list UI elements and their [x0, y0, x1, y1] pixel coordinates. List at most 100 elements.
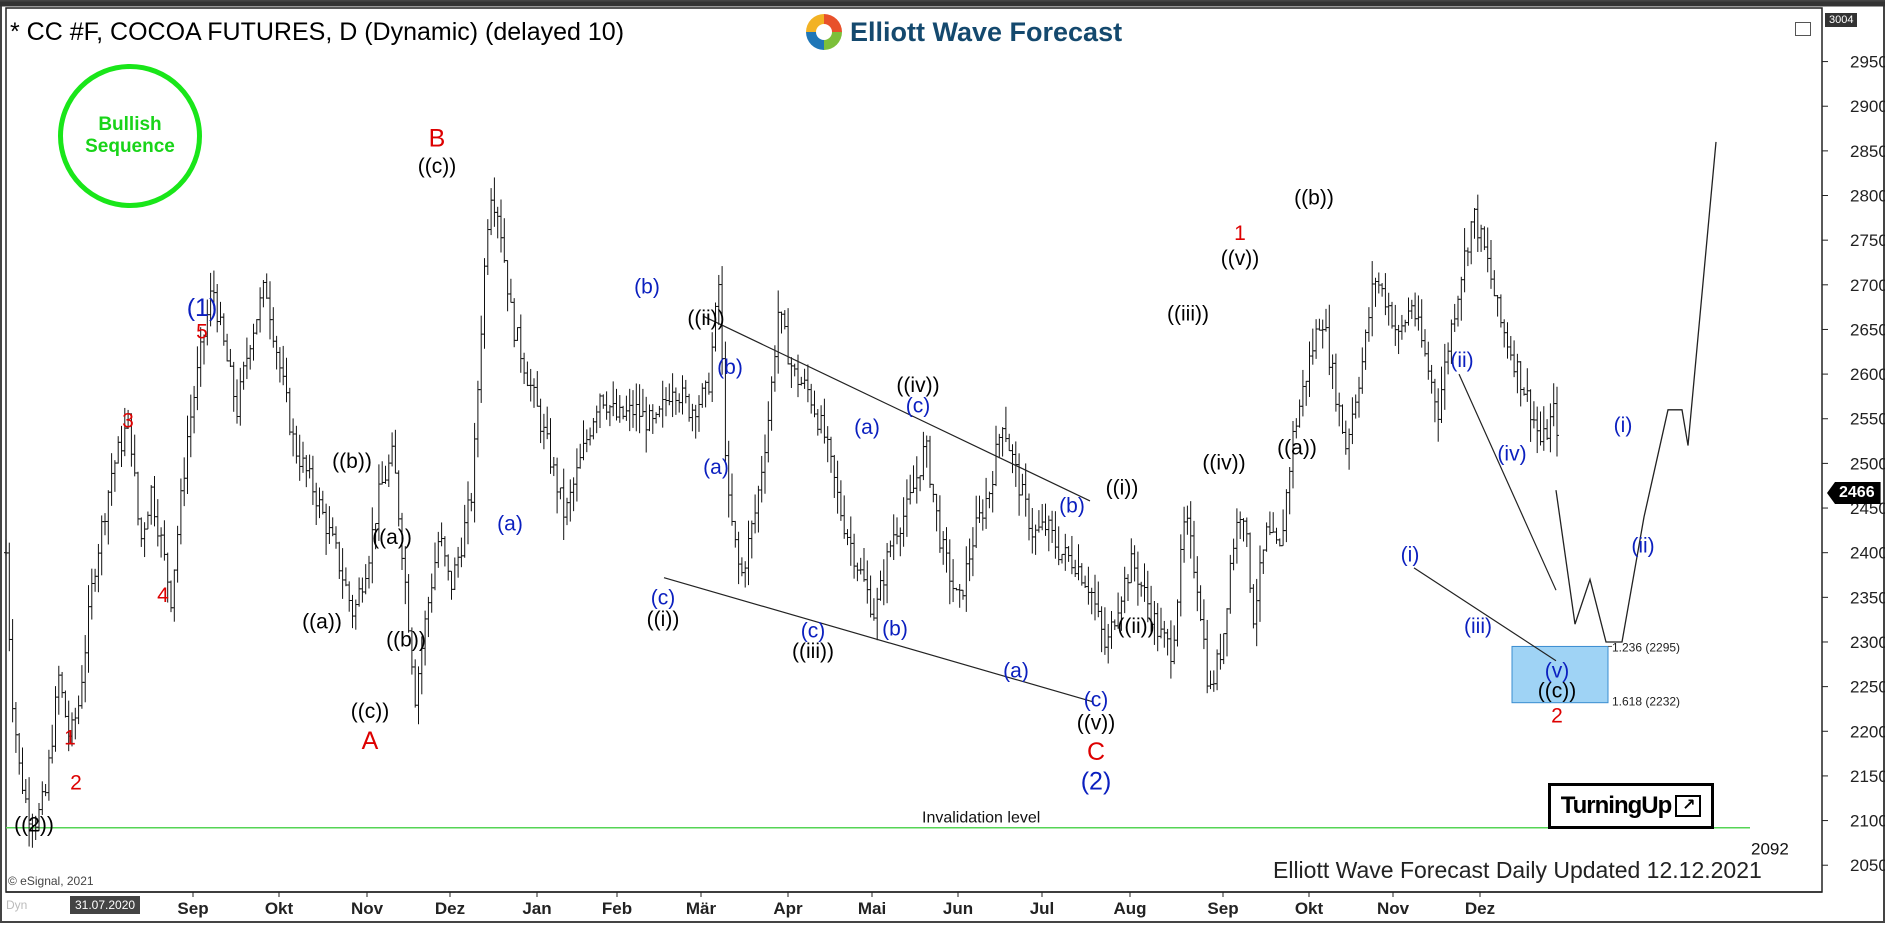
wave-label: ((b)) [332, 450, 372, 473]
arrow-up-right-icon: ↗ [1675, 795, 1702, 817]
wave-label: (c) [1084, 688, 1109, 711]
y-tick-label: 2500 [1850, 454, 1885, 473]
wave-label: (c) [906, 394, 931, 417]
y-tick-label: 2750 [1850, 231, 1885, 250]
brand-name: Elliott Wave Forecast [850, 16, 1123, 47]
wave-label: ((c)) [351, 700, 389, 723]
x-tick-label: Nov [1377, 899, 1410, 918]
x-tick-label: Dez [1465, 899, 1495, 918]
chart-title: * CC #F, COCOA FUTURES, D (Dynamic) (del… [10, 18, 625, 46]
wave-labels: ((2)) 1 2 3 4 (1)5 ((a)) ((b)) ((a)) ((b)) ((c)) A B… [14, 124, 1654, 836]
wave-label: B [429, 124, 446, 152]
wave-label: ((b)) [1294, 186, 1334, 209]
y-tick-label: 2950 [1850, 53, 1885, 72]
y-tick-label: 2250 [1850, 678, 1885, 697]
x-tick-label: Dez [435, 899, 465, 918]
y-tick-label: 2400 [1850, 544, 1885, 563]
footer-updated: Elliott Wave Forecast Daily Updated 12.1… [1273, 857, 1762, 883]
y-tick-label: 2850 [1850, 142, 1885, 161]
wave-label: ((i)) [647, 608, 680, 631]
wave-label: C [1087, 738, 1105, 766]
invalidation-line: Invalidation level 2092 [6, 810, 1789, 859]
wave-label: ((c)) [418, 155, 456, 178]
projection-path [1555, 141, 1717, 643]
y-tick-label: 2300 [1850, 633, 1885, 652]
invalidation-label: Invalidation level [922, 810, 1040, 827]
wave-label: (ii) [1450, 349, 1473, 372]
wave-label: ((v)) [1221, 247, 1259, 270]
y-tick-label: 2700 [1850, 276, 1885, 295]
x-tick-label: Jan [522, 899, 551, 918]
wave-label: ((v)) [1077, 711, 1115, 734]
start-date-box: 31.07.2020 [70, 896, 141, 914]
wave-label: (a) [854, 416, 880, 439]
y-tick-label: 2650 [1850, 320, 1885, 339]
wave-label: ((ii)) [1117, 615, 1154, 638]
wave-label: (iii) [1464, 615, 1492, 638]
x-tick-label: Sep [1207, 899, 1238, 918]
wave-label: ((a)) [372, 526, 412, 549]
wave-logo-icon [806, 14, 842, 50]
x-tick-label: Sep [177, 899, 208, 918]
trendline [663, 577, 1094, 703]
y-tick-label: 2550 [1850, 410, 1885, 429]
wave-label: (v) [1545, 660, 1570, 683]
wave-label: 2 [70, 771, 82, 794]
wave-label: ((iii)) [792, 640, 834, 663]
wave-label: (i) [1401, 544, 1420, 567]
target-zone-box [1511, 645, 1609, 704]
x-axis-ticks: Sep Okt Nov Dez Jan Feb Mär Apr Mai Jun Jul Aug Sep O… [177, 892, 1495, 918]
wave-label: ((ii)) [687, 307, 724, 330]
wave-label: (i) [1614, 414, 1633, 437]
wave-label: ((c)) [1538, 679, 1576, 702]
wave-label: (a) [497, 512, 523, 535]
wave-label: (b) [717, 356, 743, 379]
wave-label: 1 [1234, 222, 1246, 245]
plot-border [5, 7, 1823, 893]
wave-label: A [362, 727, 379, 755]
last-price-tag: 2466 [1827, 482, 1881, 504]
copyright: © eSignal, 2021 [8, 874, 94, 888]
target-zone-label-low: 1.618 (2232) [1612, 695, 1680, 709]
wave-label: ((iv)) [896, 374, 939, 397]
wave-label: ((iii)) [1167, 303, 1209, 326]
wave-label: (b) [634, 276, 660, 299]
trendline [702, 315, 1091, 502]
wave-label: (2) [1081, 767, 1112, 795]
x-tick-label: Aug [1113, 899, 1146, 918]
window-restore-icon[interactable] [1795, 22, 1811, 36]
wave-label: 3 [122, 410, 134, 433]
wave-label: (a) [1003, 660, 1029, 683]
wave-label: ((2)) [14, 813, 54, 836]
wave-label: (iv) [1497, 443, 1526, 466]
wave-label: (b) [882, 618, 908, 641]
y-tick-label: 2100 [1850, 812, 1885, 831]
invalidation-value: 2092 [1751, 840, 1789, 859]
wave-label: ((b)) [386, 628, 426, 651]
wave-label: ((a)) [1277, 436, 1317, 459]
wave-label: (a) [703, 456, 729, 479]
x-tick-label: Okt [1295, 899, 1324, 918]
ohlc-bars [4, 177, 1559, 848]
x-tick-label: Okt [265, 899, 294, 918]
x-tick-label: Feb [602, 899, 632, 918]
wave-label: (b) [1059, 495, 1085, 518]
y-tick-label: 2900 [1850, 97, 1885, 116]
wave-label: (1) [187, 294, 218, 322]
wave-label: 1 [64, 727, 76, 750]
target-zone-label-high: 1.236 (2295) [1612, 640, 1680, 654]
badge-line2: Sequence [85, 136, 175, 157]
wave-label: 5 [196, 320, 208, 343]
turning-up-logo: TurningUp ↗ [1548, 783, 1714, 829]
bullish-sequence-badge: Bullish Sequence [58, 64, 202, 208]
y-tick-label: 2150 [1850, 767, 1885, 786]
x-tick-label: Mär [686, 899, 717, 918]
wave-label: (c) [651, 586, 676, 609]
dyn-label: Dyn [6, 898, 28, 912]
x-tick-label: Jun [943, 899, 973, 918]
x-tick-label: Mai [858, 899, 886, 918]
y-tick-label: 2800 [1850, 187, 1885, 206]
y-tick-label: 2350 [1850, 588, 1885, 607]
